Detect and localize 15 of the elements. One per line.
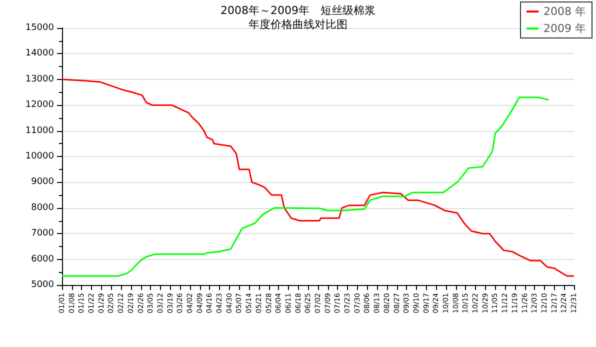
y-tick-label: 13000 xyxy=(25,74,54,84)
y-tick-label: 14000 xyxy=(25,48,54,59)
legend-label: 2008 年 xyxy=(544,5,586,18)
y-tick-label: 6000 xyxy=(31,254,54,264)
y-tick-label: 7000 xyxy=(31,228,54,239)
chart-subtitle: 年度价格曲线对比图 xyxy=(248,18,348,31)
y-tick-label: 9000 xyxy=(31,177,54,188)
y-tick-label: 8000 xyxy=(31,202,54,213)
chart-title: 2008年～2009年 短丝级棉浆 xyxy=(220,4,376,17)
y-tick-label: 11000 xyxy=(25,126,54,136)
y-tick-label: 10000 xyxy=(25,152,54,162)
y-tick-label: 15000 xyxy=(25,23,54,33)
y-tick-label: 5000 xyxy=(31,280,54,290)
y-tick-label: 12000 xyxy=(25,100,54,110)
legend-label: 2009 年 xyxy=(544,22,586,35)
